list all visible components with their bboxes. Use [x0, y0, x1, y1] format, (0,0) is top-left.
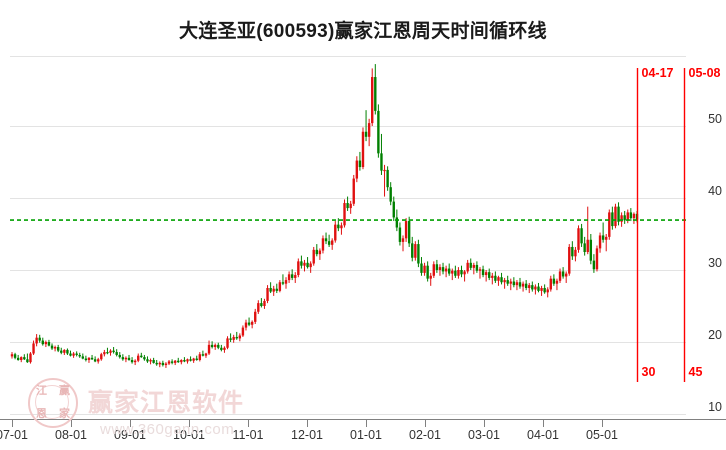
- x-axis-tick-label: 11-01: [232, 428, 264, 442]
- y-axis-tick-label: 40: [708, 184, 722, 198]
- x-axis-tick-label: 03-01: [468, 428, 500, 442]
- cycle-line-0508-bottom-label: 45: [688, 365, 703, 379]
- y-axis-tick-label: 50: [708, 112, 722, 126]
- x-axis-tick-label: 07-01: [0, 428, 28, 442]
- x-axis-tick-label: 02-01: [409, 428, 441, 442]
- cycle-line-0508-top-label: 05-08: [688, 66, 721, 80]
- x-axis-tick-label: 12-01: [291, 428, 323, 442]
- x-axis-tick-label: 09-01: [114, 428, 146, 442]
- y-axis-tick-label: 30: [708, 256, 722, 270]
- chart-overlays: [10, 68, 686, 382]
- x-axis-tick-label: 01-01: [350, 428, 382, 442]
- gridlines: [0, 56, 726, 427]
- x-axis-tick-label: 05-01: [586, 428, 618, 442]
- x-axis-tick-label: 10-01: [173, 428, 205, 442]
- y-axis-tick-label: 20: [708, 328, 722, 342]
- page-title: 大连圣亚(600593)赢家江恩周天时间循环线: [179, 21, 547, 42]
- y-axis-tick-label: 10: [708, 400, 722, 414]
- candlestick-series: [10, 64, 639, 368]
- x-axis-tick-label: 04-01: [527, 428, 559, 442]
- cycle-line-0417-top-label: 04-17: [641, 66, 674, 80]
- cycle-line-0417-bottom-label: 30: [641, 365, 656, 379]
- x-axis-tick-label: 08-01: [55, 428, 87, 442]
